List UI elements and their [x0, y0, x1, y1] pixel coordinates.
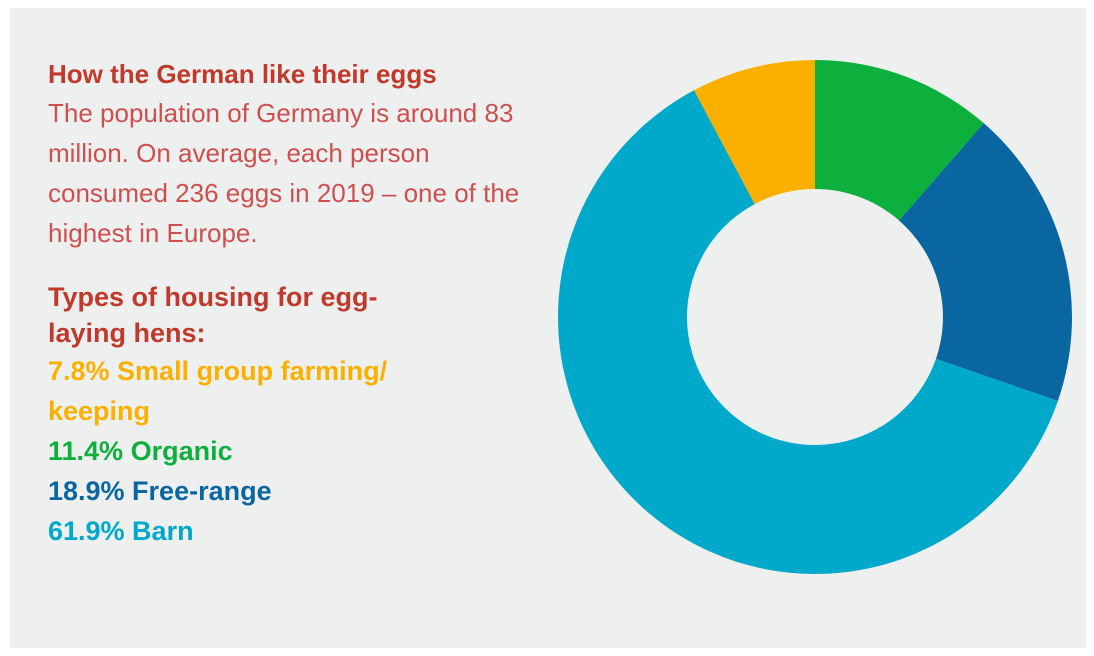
donut-chart: [557, 60, 1072, 575]
housing-types-heading: Types of housing for egg-laying hens:: [48, 282, 378, 348]
intro-paragraph: The population of Germany is around 83 m…: [48, 98, 520, 248]
infographic-title: How the German like their eggs: [48, 59, 437, 89]
donut-slice-small-group-farming-keeping: [694, 60, 815, 205]
donut-slice-organic: [815, 60, 984, 221]
infographic-card: How the German like their eggs The popul…: [10, 8, 1086, 648]
donut-slice-barn: [557, 90, 1058, 575]
legend-item-small-group: 7.8% Small group farming/ keeping: [48, 356, 388, 426]
legend-item-free-range: 18.9% Free-range: [48, 476, 272, 506]
legend-item-organic: 11.4% Organic: [48, 436, 233, 466]
donut-slice-free-range: [899, 123, 1072, 402]
text-column: How the German like their eggs The popul…: [48, 58, 568, 551]
legend: 7.8% Small group farming/ keeping 11.4% …: [48, 351, 568, 551]
legend-item-barn: 61.9% Barn: [48, 516, 194, 546]
